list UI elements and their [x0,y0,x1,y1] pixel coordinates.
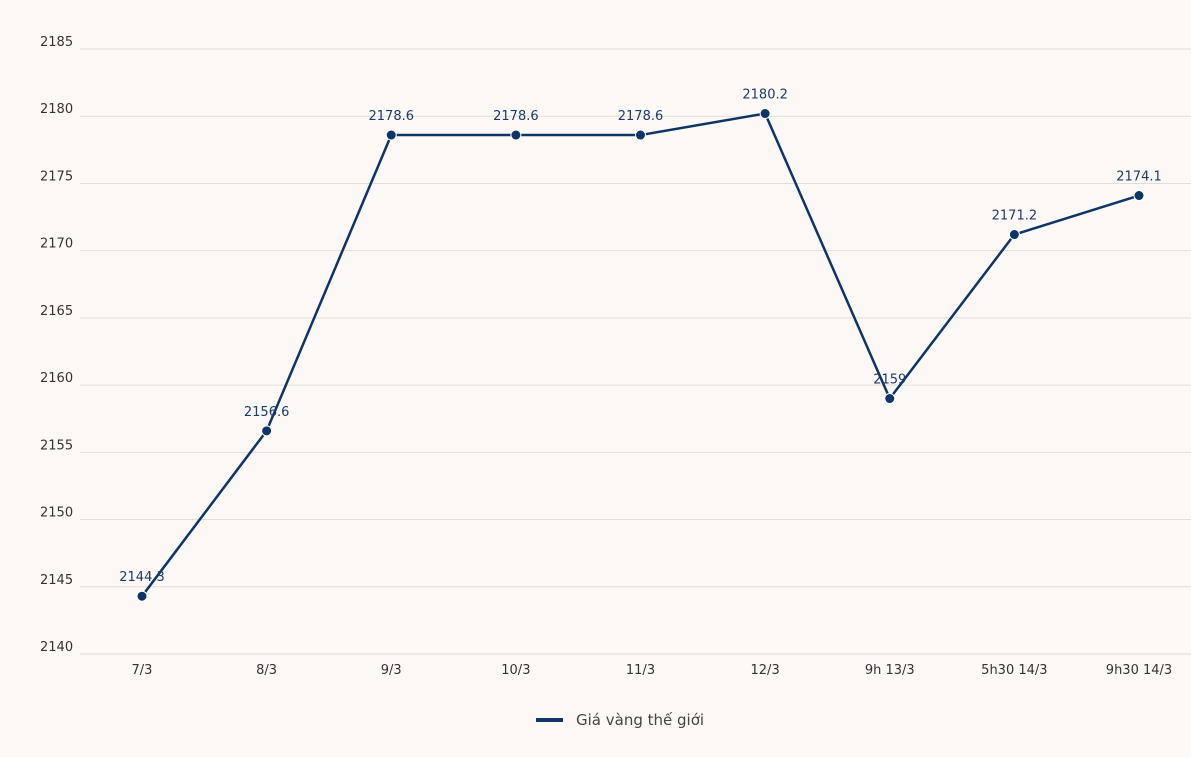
y-tick-label: 2175 [40,169,73,184]
x-tick-label: 8/3 [256,663,277,678]
data-label: 2159 [873,373,906,388]
y-tick-label: 2155 [40,438,73,453]
series [136,108,1145,602]
x-tick-label: 10/3 [501,663,530,678]
legend-label: Giá vàng thế giới [576,711,704,729]
data-label: 2156.6 [244,405,290,420]
x-axis-ticks: 7/3 8/3 9/3 10/3 11/3 12/3 9h 13/3 5h30 14/3 9h3… [132,663,1173,678]
data-label: 2178.6 [493,109,539,124]
data-label: 2178.6 [618,109,664,124]
data-label: 2171.2 [992,209,1038,224]
y-tick-label: 2150 [40,506,73,521]
x-tick-label: 9h 13/3 [865,663,915,678]
y-tick-label: 2180 [40,102,73,117]
data-point[interactable] [261,425,273,437]
data-label: 2144.3 [119,570,165,585]
data-label: 2178.6 [369,109,415,124]
y-tick-label: 2185 [40,35,73,50]
x-tick-label: 12/3 [751,663,780,678]
data-labels: 2144.3 2156.6 2178.6 2178.6 2178.6 2180.2 2159… [119,88,1162,586]
data-point[interactable] [510,129,522,141]
x-tick-label: 7/3 [132,663,153,678]
data-point[interactable] [759,108,771,120]
y-tick-label: 2145 [40,573,73,588]
data-label: 2180.2 [742,88,788,103]
x-tick-label: 9/3 [381,663,402,678]
series-line [141,112,1140,597]
legend: Giá vàng thế giới [536,711,704,729]
data-point[interactable] [1008,229,1020,241]
data-point[interactable] [1133,190,1145,202]
data-point[interactable] [385,129,397,141]
y-tick-label: 2140 [40,640,73,655]
gridlines [80,48,1191,655]
y-tick-label: 2165 [40,304,73,319]
x-tick-label: 9h30 14/3 [1106,663,1172,678]
x-tick-label: 11/3 [626,663,655,678]
data-point[interactable] [884,393,896,405]
y-tick-label: 2170 [40,237,73,252]
data-label: 2174.1 [1116,170,1162,185]
y-tick-label: 2160 [40,371,73,386]
y-axis-ticks: 2140 2145 2150 2155 2160 2165 2170 2175 2180 2185 [40,35,73,655]
data-point[interactable] [635,129,646,141]
x-tick-label: 5h30 14/3 [981,663,1047,678]
data-point[interactable] [136,590,148,602]
